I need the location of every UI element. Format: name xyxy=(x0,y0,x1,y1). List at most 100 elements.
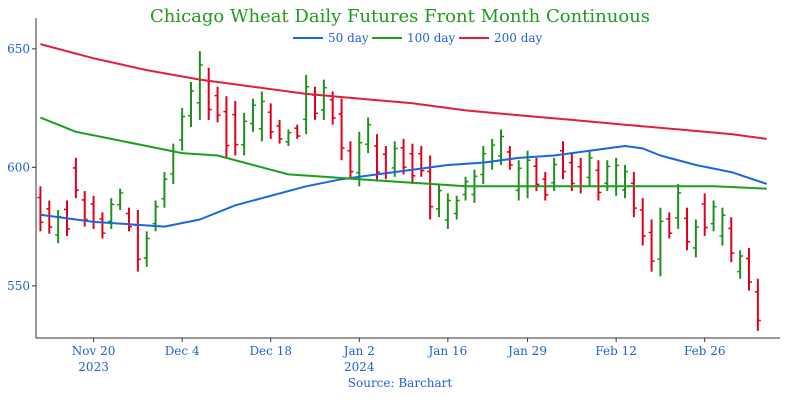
ohlc-bar xyxy=(462,176,469,201)
plot-area: 550 600 650 Nov 20 2023 Dec 4 Dec 18 Jan 2 2024… xyxy=(7,18,780,374)
moving-average-lines xyxy=(40,43,768,228)
ohlc-bar xyxy=(453,195,460,220)
y-tick-labels: 550 600 650 xyxy=(7,42,36,293)
y-tick-label: 600 xyxy=(7,160,30,174)
x-tick-label: Dec 18 xyxy=(249,344,292,358)
ohlc-bar xyxy=(409,143,416,184)
ohlc-bar xyxy=(515,160,522,201)
x-tick-label: Feb 26 xyxy=(684,344,726,358)
ohlc-bar xyxy=(400,138,407,175)
ohlc-bar xyxy=(684,207,690,251)
ohlc-bar xyxy=(117,188,124,210)
x-tick-label: Feb 12 xyxy=(595,344,637,358)
ohlc-bar xyxy=(134,210,141,272)
ohlc-bar xyxy=(267,103,274,139)
ohlc-bar xyxy=(436,183,442,218)
ohlc-bar xyxy=(126,207,132,232)
ohlc-bar xyxy=(365,117,372,154)
ohlc-bar xyxy=(754,278,761,331)
x-tick-label: Jan 16 xyxy=(426,344,467,358)
legend-label-200-day: 200 day xyxy=(494,31,543,45)
ohlc-bar xyxy=(506,146,513,170)
x-tick-label: Jan 29 xyxy=(506,344,547,358)
ohlc-bar xyxy=(737,250,744,279)
ohlc-bar xyxy=(577,157,584,194)
ohlc-bar xyxy=(214,86,221,123)
ohlc-bar xyxy=(55,210,62,244)
ohlc-bar xyxy=(46,200,53,234)
ohlc-bar xyxy=(613,157,620,196)
ohlc-bar xyxy=(250,98,256,132)
ohlc-bar xyxy=(294,124,301,139)
ohlc-bar xyxy=(444,193,451,229)
x-tick-label: Nov 20 xyxy=(72,344,116,358)
ohlc-bar xyxy=(170,143,177,184)
ohlc-bar xyxy=(692,219,699,258)
ohlc-bar xyxy=(630,172,637,218)
ohlc-bar xyxy=(560,141,566,180)
ohlc-bar xyxy=(480,146,487,184)
series-line-100-day xyxy=(40,116,767,190)
legend: 50 day 100 day 200 day xyxy=(293,31,543,45)
ohlc-bar xyxy=(710,200,717,232)
legend-label-50-day: 50 day xyxy=(328,31,369,45)
ohlc-bar xyxy=(90,195,97,229)
ohlc-bar xyxy=(276,119,283,144)
ohlc-bar xyxy=(418,146,425,177)
series-line-50-day xyxy=(40,145,768,228)
legend-item-50-day: 50 day xyxy=(293,31,369,45)
ohlc-bar xyxy=(179,108,186,151)
ohlc-bar xyxy=(391,141,398,177)
source-note: Source: Barchart xyxy=(348,376,453,390)
x-tick-label: Jan 2 xyxy=(342,344,375,358)
chart-title: Chicago Wheat Daily Futures Front Month … xyxy=(150,6,650,27)
ohlc-bar xyxy=(188,82,194,128)
legend-label-100-day: 100 day xyxy=(407,31,456,45)
ohlc-bar xyxy=(338,98,345,161)
ohlc-bar xyxy=(347,141,354,180)
ohlc-bar xyxy=(639,198,646,246)
y-tick-label: 550 xyxy=(7,279,30,293)
ohlc-bar xyxy=(719,207,726,246)
ohlc-bar xyxy=(37,186,44,232)
legend-item-200-day: 200 day xyxy=(459,31,543,45)
ohlc-bar xyxy=(72,157,79,199)
ohlc-bar xyxy=(143,231,150,267)
ohlc-bar xyxy=(675,183,682,229)
ohlc-bar xyxy=(258,91,265,142)
ohlc-bar xyxy=(568,153,575,192)
x-tick-year-label: 2024 xyxy=(344,360,375,374)
x-tick-year-label: 2023 xyxy=(78,360,109,374)
ohlc-bar xyxy=(586,150,593,187)
ohlc-bar xyxy=(303,74,310,135)
ohlc-bar xyxy=(320,79,327,120)
series-line-200-day xyxy=(40,43,767,140)
ohlc-bar xyxy=(498,129,504,165)
ohlc-bar xyxy=(99,212,106,239)
ohlc-bar xyxy=(666,212,673,239)
ohlc-bar xyxy=(622,164,628,199)
ohlc-bar xyxy=(648,219,655,272)
ohlc-bars xyxy=(37,51,761,331)
ohlc-bar xyxy=(728,217,735,263)
ohlc-bar xyxy=(196,51,203,120)
legend-item-100-day: 100 day xyxy=(372,31,456,45)
ohlc-bar xyxy=(312,86,318,120)
ohlc-bar xyxy=(657,207,664,277)
ohlc-bar xyxy=(701,193,708,237)
ohlc-bar xyxy=(241,112,248,156)
ohlc-bar xyxy=(205,67,212,120)
y-tick-label: 650 xyxy=(7,42,30,56)
x-tick-labels: Nov 20 2023 Dec 4 Dec 18 Jan 2 2024 Jan 16 Jan … xyxy=(72,338,726,374)
ohlc-bar xyxy=(285,129,292,146)
ohlc-bar xyxy=(223,96,230,158)
ohlc-bar xyxy=(161,172,168,208)
ohlc-bar xyxy=(595,160,602,201)
ohlc-bar xyxy=(489,138,496,170)
ohlc-bar xyxy=(746,247,752,291)
ohlc-bar xyxy=(232,100,239,156)
x-tick-label: Dec 4 xyxy=(165,344,200,358)
ohlc-bar xyxy=(427,155,434,220)
ohlc-bar xyxy=(108,198,115,229)
